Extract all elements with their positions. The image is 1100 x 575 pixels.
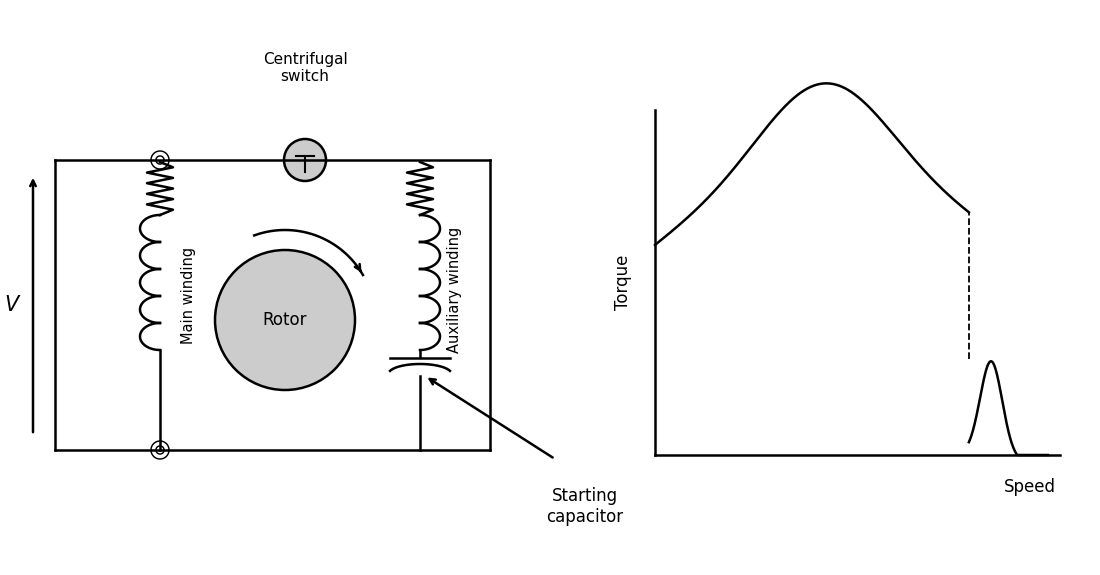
Text: Speed: Speed xyxy=(1004,478,1056,496)
Text: Centrifugal
switch: Centrifugal switch xyxy=(263,52,348,84)
Text: Main winding: Main winding xyxy=(180,247,196,343)
Text: Rotor: Rotor xyxy=(263,311,307,329)
Circle shape xyxy=(214,250,355,390)
Text: Auxiliary winding: Auxiliary winding xyxy=(448,227,462,353)
Text: Starting
capacitor: Starting capacitor xyxy=(547,487,624,526)
Text: Torque: Torque xyxy=(614,255,632,310)
Text: V: V xyxy=(4,295,18,315)
Circle shape xyxy=(284,139,326,181)
